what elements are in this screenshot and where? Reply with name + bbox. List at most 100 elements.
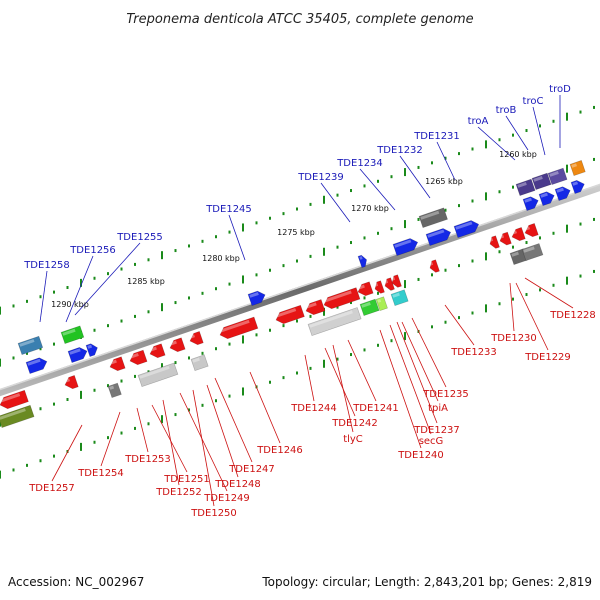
lower-gene-label: TDE1254 (77, 468, 124, 479)
kbp-label: 1265 kbp (425, 177, 463, 186)
kbp-label: 1260 kbp (499, 150, 537, 159)
leader-line (515, 282, 549, 351)
lower-gene-label: TDE1228 (549, 310, 596, 321)
upper-gene-label: TDE1245 (205, 204, 252, 215)
feature-block (60, 325, 85, 345)
leader-line (100, 411, 121, 467)
leader-line (509, 282, 515, 332)
reverse-gene-arrow (524, 223, 539, 238)
feature-block (390, 289, 409, 307)
leader-line (192, 389, 215, 507)
reverse-gene-arrow (384, 277, 395, 291)
lower-gene-label: TDE1250 (190, 508, 237, 519)
leader-line (347, 339, 377, 402)
feature-block (418, 207, 448, 229)
upper-gene-label: troA (468, 116, 489, 127)
upper-gene-label: TDE1231 (413, 131, 460, 142)
upper-gene-label: troB (496, 105, 517, 116)
kbp-label: 1270 kbp (351, 204, 389, 213)
leader-line (379, 329, 422, 449)
forward-gene-arrow (357, 254, 367, 269)
upper-gene-label: TDE1255 (116, 232, 163, 243)
lower-gene-label: tlyC (343, 434, 363, 445)
leader-line (65, 255, 94, 323)
lower-gene-label: TDE1241 (352, 403, 399, 414)
forward-gene-arrow (570, 180, 585, 195)
lower-gene-label: TDE1257 (28, 483, 75, 494)
feature-block (375, 296, 388, 312)
upper-gene-label: troC (523, 96, 544, 107)
leader-line (505, 115, 529, 151)
reverse-gene-arrow (511, 227, 526, 242)
leader-line (524, 277, 574, 309)
feature-block (17, 335, 44, 356)
lower-gene-label: TDE1229 (524, 352, 571, 363)
lower-gene-label: secG (419, 436, 444, 447)
reverse-gene-arrow (391, 274, 402, 288)
feature-block (190, 354, 209, 372)
kbp-label: 1280 kbp (202, 254, 240, 263)
coordinate-labels: 1260 kbp 1265 kbp 1270 kbp 1275 kbp 1280 kbp… (51, 150, 537, 309)
feature-block (307, 307, 362, 337)
lower-gene-label: TDE1242 (331, 418, 378, 429)
leader-line (389, 324, 432, 435)
forward-gene-arrow (538, 191, 555, 207)
reverse-gene-arrow (305, 299, 326, 316)
leader-line (324, 347, 356, 417)
reverse-gene-arrow (429, 259, 440, 273)
upper-gene-label: TDE1258 (23, 260, 70, 271)
feature-block (569, 160, 586, 177)
forward-gene-arrow (85, 343, 98, 358)
leader-line (399, 155, 431, 199)
forward-gene-arrow (247, 290, 266, 307)
lower-gene-label: TDE1247 (228, 464, 275, 475)
leader-line (206, 384, 239, 478)
forward-gene-arrow (522, 196, 539, 212)
lower-gene-label: TDE1248 (214, 479, 261, 490)
leader-line (444, 304, 475, 346)
lower-gene-label: TDE1253 (124, 454, 171, 465)
genome-backbone (0, 183, 600, 397)
upper-gene-label: troD (549, 84, 571, 95)
kbp-label: 1290 kbp (51, 300, 89, 309)
feature-block (359, 298, 380, 317)
reverse-gene-arrow (189, 331, 204, 346)
feature-block (531, 172, 552, 191)
reverse-gene-arrow (219, 316, 259, 340)
leader-line (249, 371, 281, 444)
reverse-gene-arrow (109, 356, 126, 372)
lower-gene-label: TDE1246 (256, 445, 303, 456)
leader-line (228, 214, 246, 261)
leader-line (359, 168, 396, 211)
reverse-gene-arrow (169, 337, 186, 353)
forward-gene-arrow (554, 186, 571, 202)
reverse-gene-arrow (129, 349, 148, 366)
reverse-gene-arrow (275, 304, 305, 325)
feature-block (0, 404, 35, 429)
kbp-label: 1285 kbp (127, 277, 165, 286)
reverse-gene-arrow (64, 375, 79, 390)
leader-line (39, 270, 48, 323)
lower-gene-label: TDE1249 (203, 493, 250, 504)
leader-line (162, 399, 180, 486)
feature-block (107, 382, 122, 399)
genome-summary-text: Topology: circular; Length: 2,843,201 bp… (261, 575, 592, 589)
leader-line (477, 126, 516, 161)
lower-gene-label: tpiA (428, 403, 448, 414)
forward-gene-arrow (453, 220, 480, 239)
accession-text: Accession: NC_002967 (8, 575, 144, 589)
leader-line (332, 344, 354, 433)
lower-gene-label: TDE1237 (413, 425, 460, 436)
leader-line (179, 392, 228, 492)
reverse-gene-arrow (499, 231, 512, 246)
leader-line (411, 317, 447, 388)
forward-gene-arrow (425, 228, 452, 247)
leader-line (320, 182, 351, 223)
reverse-gene-arrow (357, 281, 374, 297)
lower-gene-label: TDE1244 (290, 403, 337, 414)
leader-line (436, 141, 456, 181)
upper-gene-label: TDE1239 (297, 172, 344, 183)
forward-gene-arrow (392, 238, 419, 257)
